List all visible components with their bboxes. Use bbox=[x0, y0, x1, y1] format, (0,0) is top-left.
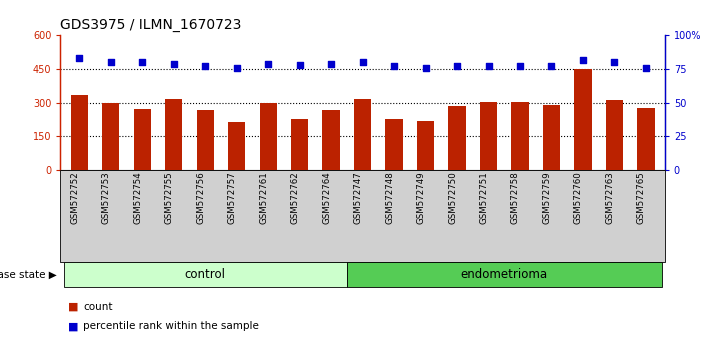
Text: GSM572756: GSM572756 bbox=[196, 172, 205, 224]
Bar bbox=[511, 102, 529, 170]
Text: GSM572748: GSM572748 bbox=[385, 172, 394, 224]
Bar bbox=[196, 110, 214, 170]
Text: GSM572749: GSM572749 bbox=[417, 172, 426, 224]
Text: control: control bbox=[185, 268, 225, 281]
Point bbox=[168, 61, 179, 67]
Point bbox=[483, 63, 494, 69]
Point bbox=[326, 61, 337, 67]
Text: GSM572762: GSM572762 bbox=[291, 172, 299, 224]
Point bbox=[137, 59, 148, 65]
Point bbox=[609, 59, 620, 65]
Text: GSM572757: GSM572757 bbox=[228, 172, 237, 224]
Bar bbox=[70, 95, 88, 170]
Text: GSM572765: GSM572765 bbox=[637, 172, 646, 224]
Point bbox=[640, 65, 651, 70]
Text: GSM572747: GSM572747 bbox=[353, 172, 363, 224]
Text: disease state ▶: disease state ▶ bbox=[0, 270, 57, 280]
Bar bbox=[228, 122, 245, 170]
Text: GSM572752: GSM572752 bbox=[70, 172, 80, 224]
Point bbox=[105, 59, 117, 65]
Bar bbox=[417, 121, 434, 170]
Text: GDS3975 / ILMN_1670723: GDS3975 / ILMN_1670723 bbox=[60, 18, 242, 32]
Bar bbox=[260, 103, 277, 170]
Text: count: count bbox=[83, 302, 112, 312]
Bar bbox=[637, 108, 655, 170]
Text: endometrioma: endometrioma bbox=[461, 268, 547, 281]
Bar bbox=[449, 106, 466, 170]
Text: GSM572754: GSM572754 bbox=[133, 172, 142, 224]
Text: GSM572760: GSM572760 bbox=[574, 172, 583, 224]
Text: ■: ■ bbox=[68, 302, 78, 312]
Text: GSM572761: GSM572761 bbox=[260, 172, 268, 224]
Bar bbox=[385, 119, 402, 170]
Bar bbox=[542, 105, 560, 170]
Text: GSM572751: GSM572751 bbox=[479, 172, 488, 224]
Text: GSM572763: GSM572763 bbox=[606, 172, 614, 224]
Point bbox=[74, 56, 85, 61]
Bar bbox=[323, 110, 340, 170]
Text: GSM572758: GSM572758 bbox=[511, 172, 520, 224]
Point bbox=[451, 63, 463, 69]
Point bbox=[577, 57, 589, 62]
Point bbox=[388, 63, 400, 69]
Point bbox=[200, 63, 211, 69]
Text: GSM572755: GSM572755 bbox=[165, 172, 173, 224]
Point bbox=[262, 61, 274, 67]
Bar bbox=[165, 99, 183, 170]
Text: ■: ■ bbox=[68, 321, 78, 331]
Bar bbox=[291, 119, 309, 170]
Text: GSM572753: GSM572753 bbox=[102, 172, 111, 224]
Point bbox=[294, 62, 305, 68]
Point bbox=[420, 65, 432, 70]
Text: GSM572759: GSM572759 bbox=[542, 172, 552, 224]
Bar bbox=[480, 102, 497, 170]
Point bbox=[546, 63, 557, 69]
Text: GSM572764: GSM572764 bbox=[322, 172, 331, 224]
Bar bbox=[354, 99, 371, 170]
Bar bbox=[134, 109, 151, 170]
Bar bbox=[606, 101, 623, 170]
Bar bbox=[102, 103, 119, 170]
Text: percentile rank within the sample: percentile rank within the sample bbox=[83, 321, 259, 331]
Text: GSM572750: GSM572750 bbox=[448, 172, 457, 224]
Bar bbox=[574, 69, 592, 170]
Point bbox=[514, 63, 525, 69]
Point bbox=[357, 59, 368, 65]
Point bbox=[231, 65, 242, 70]
